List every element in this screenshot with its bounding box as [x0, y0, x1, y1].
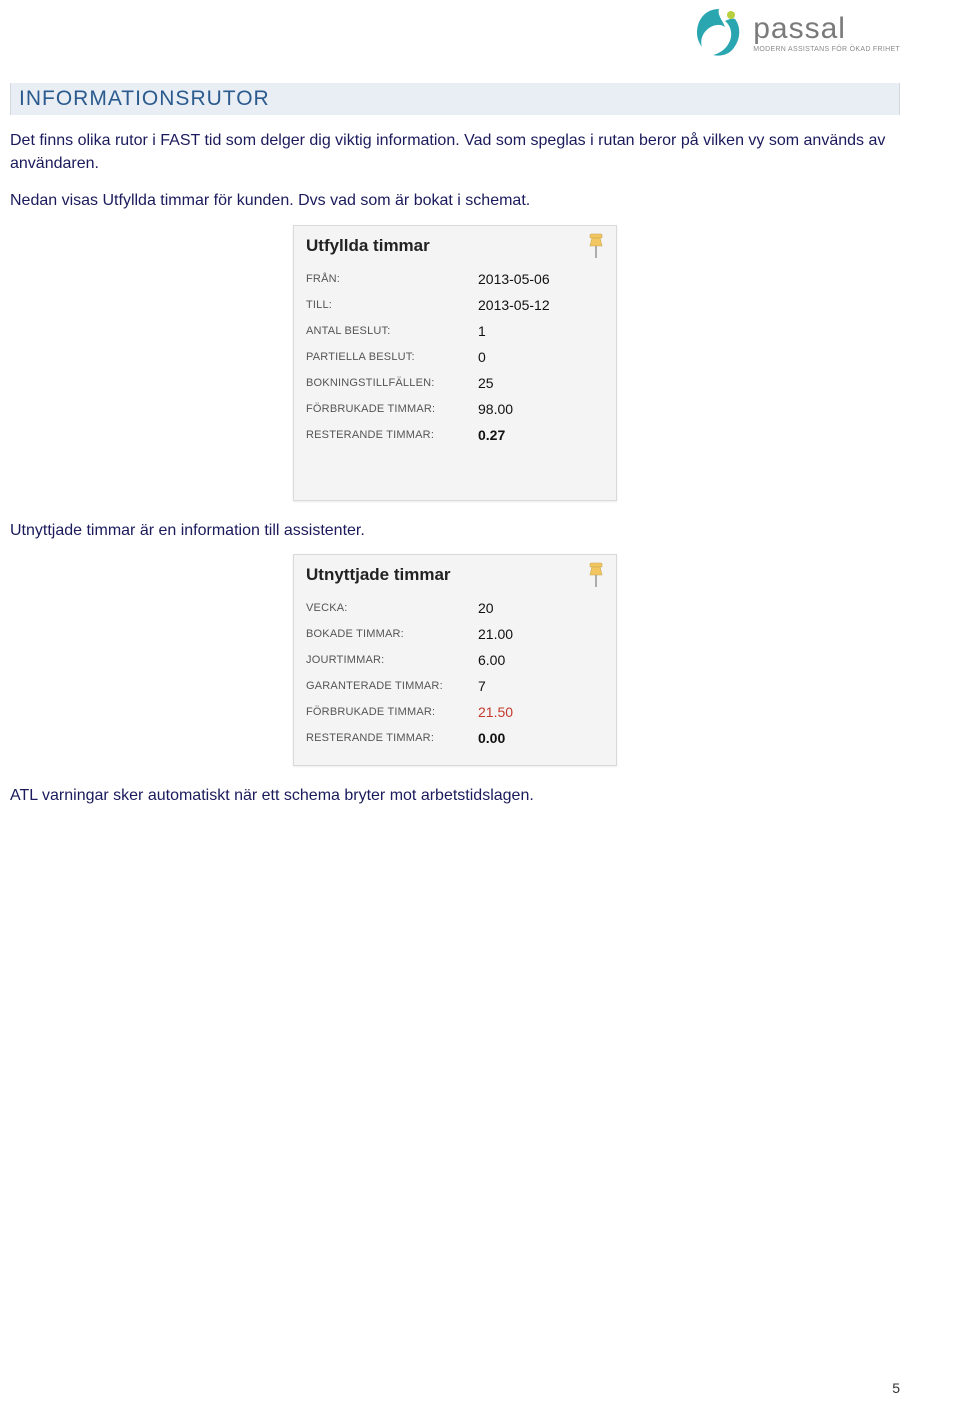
logo-brand-text: passal	[753, 14, 900, 44]
row-value: 0	[478, 349, 486, 365]
row-label: FÖRBRUKADE TIMMAR:	[306, 706, 478, 718]
info-row: ANTAL BESLUT:1	[306, 318, 604, 344]
panel-title: Utfyllda timmar	[306, 236, 604, 256]
info-row: TILL:2013-05-12	[306, 292, 604, 318]
info-row: PARTIELLA BESLUT:0	[306, 344, 604, 370]
info-row: RESTERANDE TIMMAR:0.00	[306, 725, 604, 751]
row-value: 21.00	[478, 626, 513, 642]
info-row: FÖRBRUKADE TIMMAR:21.50	[306, 699, 604, 725]
logo-tagline: MODERN ASSISTANS FÖR ÖKAD FRIHET	[753, 46, 900, 53]
utfyllda-timmar-panel: Utfyllda timmar FRÅN:2013-05-06TILL:2013…	[293, 225, 617, 501]
row-value: 2013-05-12	[478, 297, 550, 313]
row-value: 21.50	[478, 704, 513, 720]
info-row: RESTERANDE TIMMAR:0.27	[306, 422, 604, 448]
row-value: 20	[478, 600, 494, 616]
brand-logo: passal MODERN ASSISTANS FÖR ÖKAD FRIHET	[691, 5, 900, 61]
row-label: BOKNINGSTILLFÄLLEN:	[306, 377, 478, 389]
info-row: GARANTERADE TIMMAR:7	[306, 673, 604, 699]
section-heading-bar: INFORMATIONSRUTOR	[10, 83, 900, 115]
row-value: 0.27	[478, 427, 505, 443]
page-number: 5	[892, 1380, 900, 1396]
row-value: 1	[478, 323, 486, 339]
row-label: VECKA:	[306, 602, 478, 614]
row-label: FÖRBRUKADE TIMMAR:	[306, 403, 478, 415]
row-label: PARTIELLA BESLUT:	[306, 351, 478, 363]
row-value: 7	[478, 678, 486, 694]
intro-paragraph-3: Utnyttjade timmar är en information till…	[10, 519, 900, 542]
info-row: FÖRBRUKADE TIMMAR:98.00	[306, 396, 604, 422]
logo-mark-icon	[691, 5, 747, 61]
intro-paragraph-1: Det finns olika rutor i FAST tid som del…	[10, 129, 900, 175]
row-label: TILL:	[306, 299, 478, 311]
row-label: ANTAL BESLUT:	[306, 325, 478, 337]
info-row: BOKNINGSTILLFÄLLEN:25	[306, 370, 604, 396]
row-value: 0.00	[478, 730, 505, 746]
section-title: INFORMATIONSRUTOR	[19, 87, 891, 111]
utnyttjade-timmar-panel: Utnyttjade timmar VECKA:20BOKADE TIMMAR:…	[293, 554, 617, 766]
info-row: BOKADE TIMMAR:21.00	[306, 621, 604, 647]
row-value: 98.00	[478, 401, 513, 417]
row-value: 6.00	[478, 652, 505, 668]
info-row: JOURTIMMAR:6.00	[306, 647, 604, 673]
row-label: GARANTERADE TIMMAR:	[306, 680, 478, 692]
pin-icon[interactable]	[584, 561, 608, 594]
info-row: VECKA:20	[306, 595, 604, 621]
row-label: FRÅN:	[306, 273, 478, 285]
row-label: BOKADE TIMMAR:	[306, 628, 478, 640]
row-label: RESTERANDE TIMMAR:	[306, 732, 478, 744]
info-row: FRÅN:2013-05-06	[306, 266, 604, 292]
row-value: 25	[478, 375, 494, 391]
row-label: JOURTIMMAR:	[306, 654, 478, 666]
pin-icon[interactable]	[584, 232, 608, 265]
panel-title: Utnyttjade timmar	[306, 565, 604, 585]
row-value: 2013-05-06	[478, 271, 550, 287]
row-label: RESTERANDE TIMMAR:	[306, 429, 478, 441]
intro-paragraph-2: Nedan visas Utfyllda timmar för kunden. …	[10, 189, 900, 212]
intro-paragraph-4: ATL varningar sker automatiskt när ett s…	[10, 784, 900, 807]
